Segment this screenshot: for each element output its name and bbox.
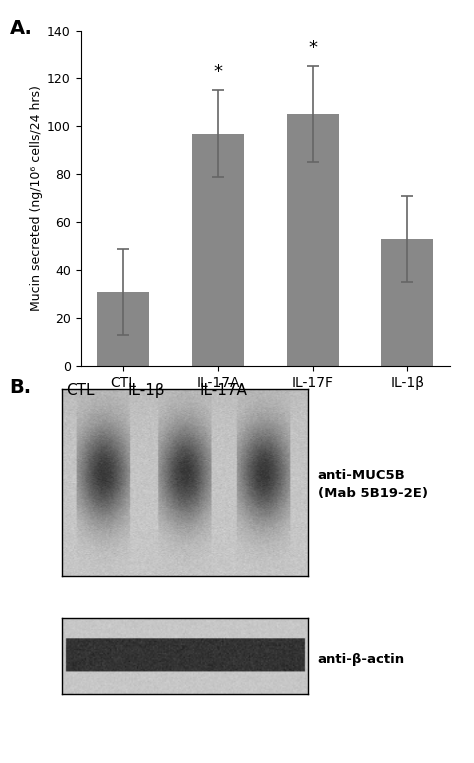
Bar: [97, 292, 149, 366]
Text: anti-β-actin: anti-β-actin: [318, 653, 405, 667]
Text: *: *: [308, 39, 317, 57]
Bar: [287, 114, 339, 366]
Text: IL-1β: IL-1β: [128, 383, 165, 398]
Text: CTL: CTL: [66, 383, 95, 398]
Text: anti-MUC5B
(Mab 5B19-2E): anti-MUC5B (Mab 5B19-2E): [318, 469, 428, 500]
Text: A.: A.: [9, 19, 32, 38]
Y-axis label: Mucin secreted (ng/10⁶ cells/24 hrs): Mucin secreted (ng/10⁶ cells/24 hrs): [30, 85, 43, 311]
Text: *: *: [214, 63, 223, 81]
Text: IL-17A: IL-17A: [199, 383, 247, 398]
Bar: [382, 239, 434, 366]
Bar: [192, 134, 244, 366]
Text: B.: B.: [9, 378, 32, 397]
